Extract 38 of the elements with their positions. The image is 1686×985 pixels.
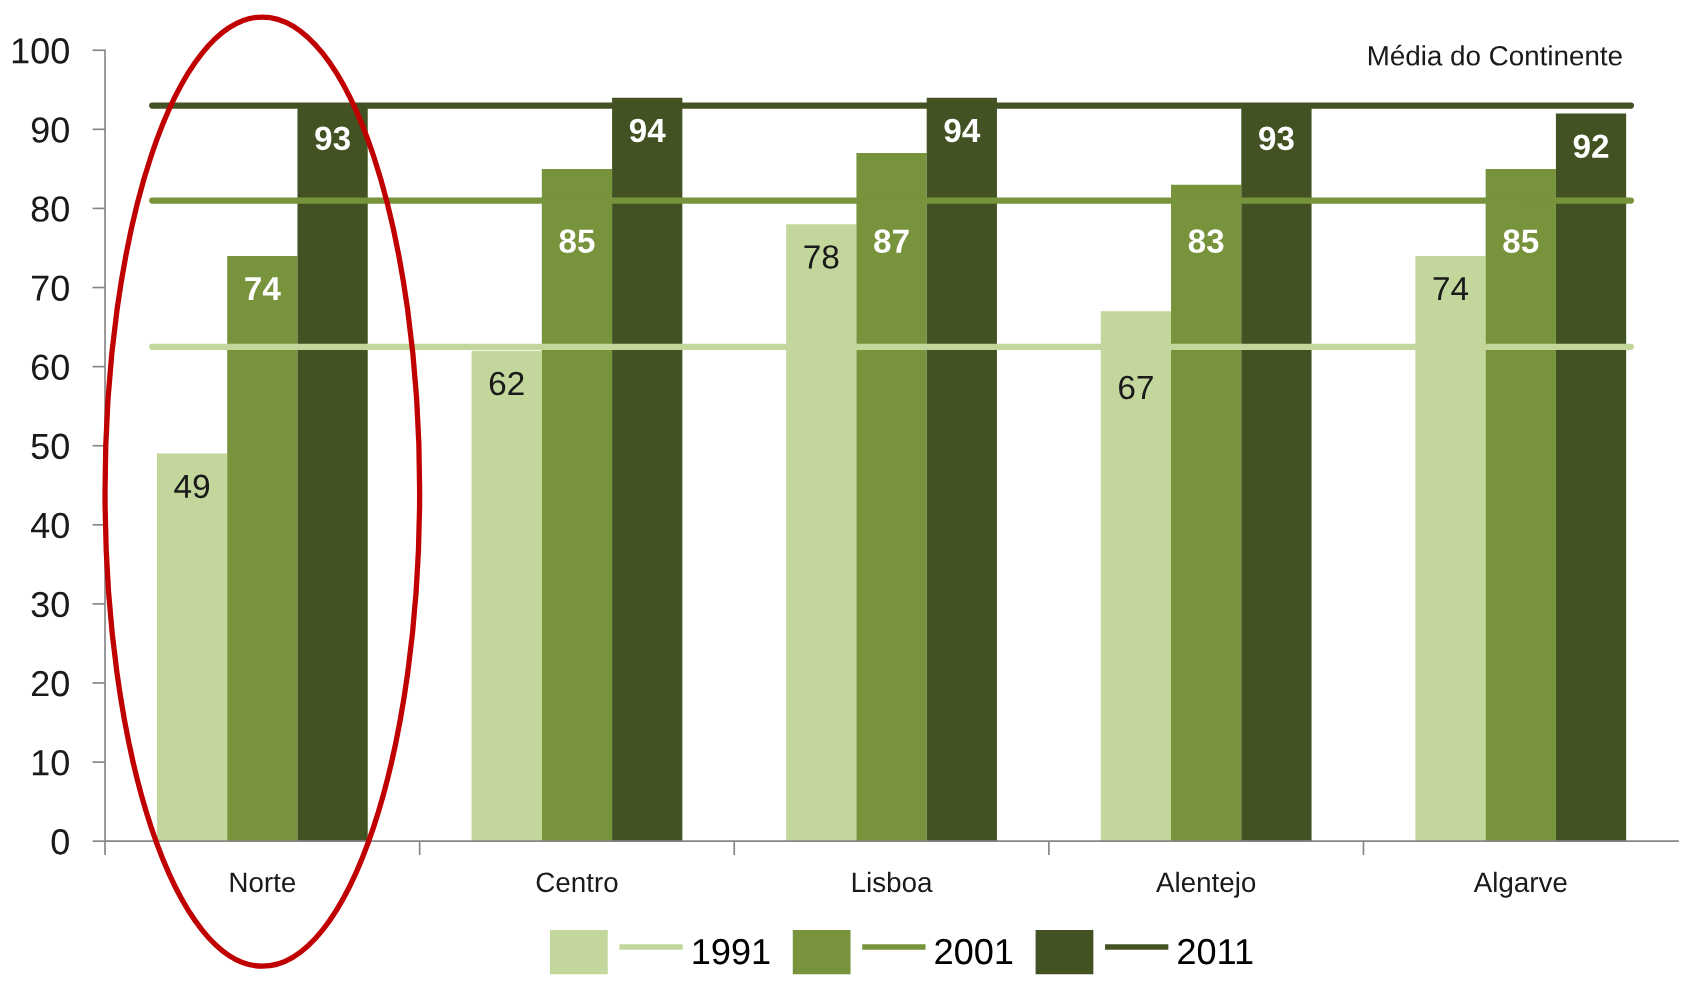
x-tick-label: Lisboa	[852, 871, 933, 893]
y-tick-label: 70	[32, 275, 69, 301]
data-label: 94	[944, 118, 981, 143]
y-tick-label: 10	[32, 749, 69, 776]
legend-label: 2001	[935, 938, 1013, 965]
data-label: 93	[1259, 126, 1294, 151]
annotation: Média do Continente	[1368, 44, 1622, 66]
x-tick-label: Algarve	[1473, 871, 1567, 898]
data-label: 83	[1188, 229, 1224, 254]
data-label: 93	[315, 126, 350, 151]
y-tick-label: 80	[31, 196, 69, 222]
data-label: 78	[804, 245, 839, 269]
data-label: 85	[559, 229, 595, 253]
data-label: 94	[629, 118, 666, 143]
data-label: 67	[1119, 375, 1153, 400]
data-label: 85	[1503, 229, 1539, 253]
data-label: 74	[1433, 277, 1469, 301]
x-tick-label: Alentejo	[1156, 871, 1256, 898]
x-tick-label: Centro	[536, 872, 618, 893]
bar	[156, 453, 228, 842]
legend-label: 1991	[693, 938, 770, 965]
y-tick-label: 90	[31, 117, 69, 143]
y-tick-label: 0	[51, 829, 69, 855]
bar	[1555, 113, 1627, 842]
x-tick-label: Norte	[230, 872, 296, 893]
data-label: 49	[174, 474, 210, 499]
bar	[227, 255, 298, 842]
legend-label: 2011	[1178, 938, 1253, 965]
data-label: 74	[245, 277, 281, 301]
y-tick-label: 100	[12, 38, 69, 64]
y-tick-label: 40	[30, 512, 69, 539]
y-tick-label: 20	[31, 670, 69, 697]
data-label: 87	[874, 229, 909, 253]
y-tick-label: 60	[31, 354, 69, 381]
data-label: 62	[489, 371, 524, 396]
data-label: 92	[1573, 134, 1609, 159]
y-tick-label: 30	[31, 591, 69, 618]
y-tick-label: 50	[31, 433, 69, 460]
